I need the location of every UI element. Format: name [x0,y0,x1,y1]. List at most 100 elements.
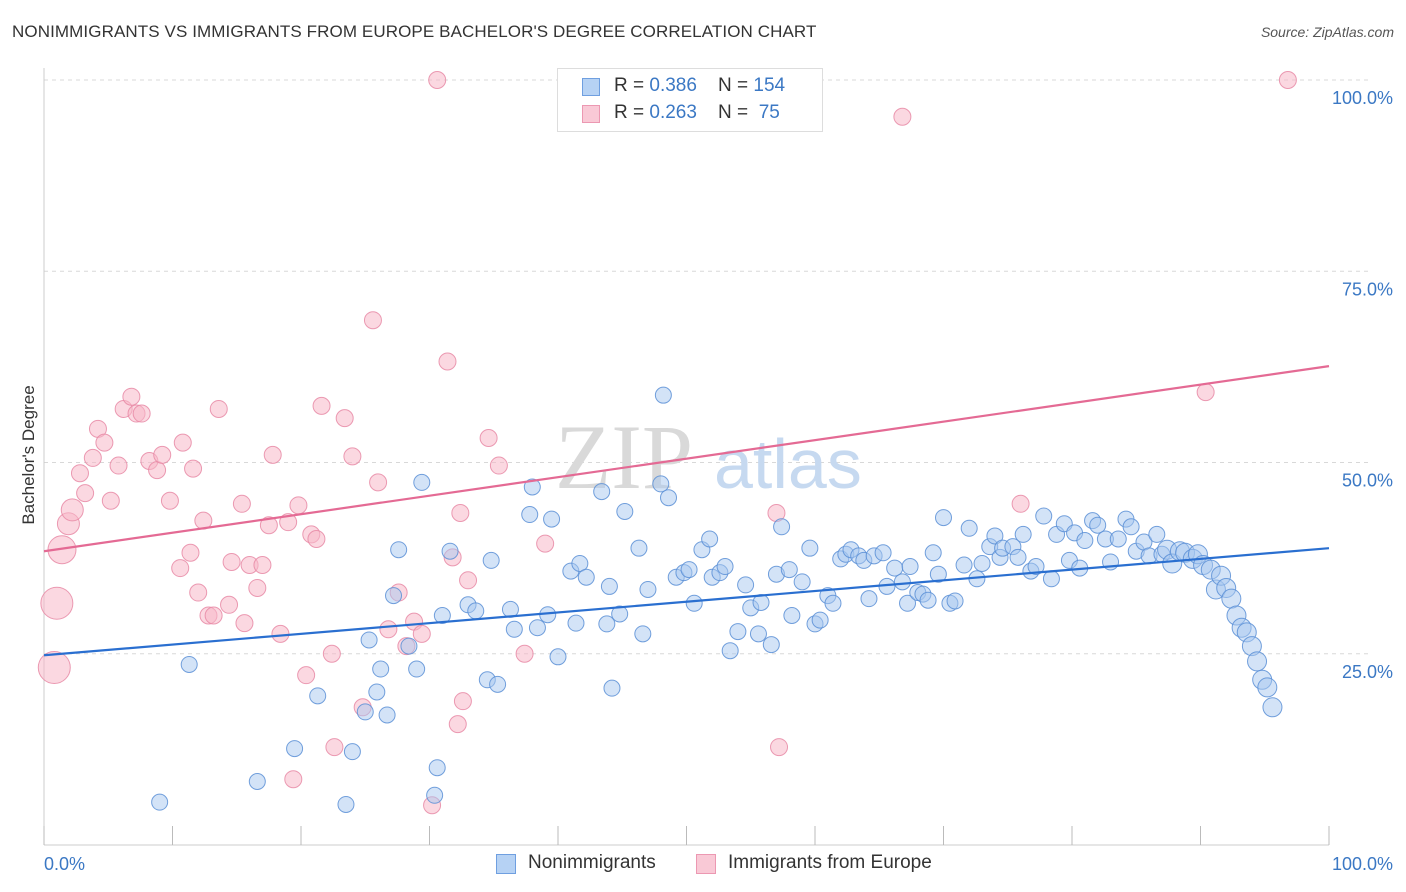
data-point-nonimmigrants [716,558,734,576]
axes [43,68,1330,846]
data-point-nonimmigrants [1089,516,1107,534]
data-point-nonimmigrants [899,594,917,612]
legend-n-label: N = [718,102,754,123]
data-point-immigrants [204,606,223,625]
data-point-nonimmigrants [151,793,169,811]
data-point-immigrants [479,429,498,448]
data-point-immigrants [322,644,341,663]
data-point-nonimmigrants [611,605,629,623]
bottom-legend-label: Immigrants from Europe [728,852,932,873]
data-point-immigrants [220,595,239,614]
data-point-immigrants [148,461,167,480]
data-point-nonimmigrants [824,594,842,612]
data-point-nonimmigrants [924,544,942,562]
source-label: Source: ZipAtlas.com [1260,24,1394,40]
data-point-nonimmigrants [603,679,621,697]
data-point-nonimmigrants [960,519,978,537]
data-point-immigrants [489,456,508,475]
data-point-immigrants [132,404,151,423]
data-point-nonimmigrants [528,619,546,637]
data-point-nonimmigrants [441,542,459,560]
data-point-immigrants [369,473,388,492]
data-point-nonimmigrants [874,544,892,562]
trend-lines [43,365,1330,657]
data-point-immigrants [235,614,254,633]
data-point-immigrants [343,447,362,466]
trend-line-nonimmigrants [43,547,1330,657]
data-point-immigrants [307,530,326,548]
tick-labels: 25.0% 50.0% 75.0% 100.0% 0.0% 100.0% [44,88,1393,874]
data-point-nonimmigrants [680,561,698,579]
data-point-nonimmigrants [433,607,451,624]
data-point-immigrants [70,464,89,483]
data-point-nonimmigrants [729,623,747,641]
data-point-nonimmigrants [762,636,780,654]
data-point-nonimmigrants [780,561,798,579]
data-point-nonimmigrants [426,786,444,804]
y-tick-label: 50.0% [1342,471,1393,491]
data-point-immigrants [76,484,95,503]
x-tick-label: 0.0% [44,854,85,874]
data-point-nonimmigrants [467,602,485,620]
data-point-nonimmigrants [721,642,739,660]
data-point-immigrants [263,445,282,464]
data-point-nonimmigrants [413,473,431,491]
legend-r-label: R = [614,75,650,96]
data-point-immigrants [515,644,534,663]
data-point-nonimmigrants [901,558,919,576]
legend-n-label: N = [718,75,754,96]
stats-legend: R = 0.386 N = 154 R = 0.263 N = 75 [557,68,823,132]
data-point-nonimmigrants [360,631,378,649]
data-point-nonimmigrants [1257,677,1278,698]
data-point-nonimmigrants [1109,530,1127,548]
data-point-immigrants [325,738,344,757]
data-point-immigrants [312,396,331,415]
legend-row-immigrants: R = 0.263 N = 75 [582,102,780,126]
data-point-nonimmigrants [1122,518,1140,536]
data-point-nonimmigrants [634,625,652,643]
data-point-immigrants [297,666,316,685]
x-tick-label: 100.0% [1332,854,1393,874]
data-point-nonimmigrants [337,795,355,813]
data-point-immigrants [770,738,789,757]
data-point-nonimmigrants [973,554,991,572]
data-point-nonimmigrants [946,592,964,610]
legend-n-value: 154 [753,75,786,96]
data-point-immigrants [893,107,912,126]
legend-r-value: 0.263 [649,102,697,123]
data-point-nonimmigrants [1262,697,1283,718]
data-point-nonimmigrants [408,660,426,678]
data-point-immigrants [1278,71,1297,89]
data-point-nonimmigrants [286,740,304,758]
data-point-immigrants [109,456,128,475]
data-point-nonimmigrants [919,591,937,609]
data-point-immigrants [83,448,102,467]
data-point-nonimmigrants [793,573,811,591]
data-point-nonimmigrants [1027,558,1045,576]
data-point-nonimmigrants [356,703,374,721]
data-point-nonimmigrants [801,539,819,557]
data-point-immigrants [1196,383,1215,402]
data-point-nonimmigrants [521,506,539,524]
data-point-immigrants [1011,494,1030,513]
data-point-nonimmigrants [811,611,829,629]
legend-n-value: 75 [753,102,780,123]
data-point-nonimmigrants [701,530,719,548]
data-point-immigrants [37,651,71,685]
data-point-nonimmigrants [1076,532,1094,550]
data-point-immigrants [153,445,172,464]
data-point-nonimmigrants [378,706,396,724]
y-tick-label: 25.0% [1342,662,1393,682]
data-point-immigrants [363,311,382,330]
data-point-immigrants [232,494,251,513]
legend-r-label: R = [614,102,650,123]
data-point-nonimmigrants [400,637,418,655]
data-point-nonimmigrants [773,518,791,536]
legend-swatch-pink [582,105,600,123]
data-point-nonimmigrants [368,683,386,701]
data-point-nonimmigrants [929,565,947,583]
data-point-nonimmigrants [660,489,678,507]
data-point-immigrants [184,459,203,478]
data-point-nonimmigrants [986,527,1004,545]
